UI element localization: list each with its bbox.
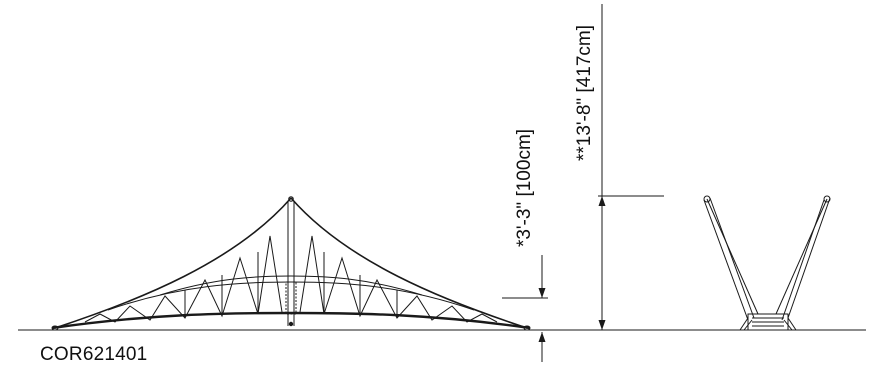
dimension-label-100cm: *3'-3" [100cm] [514, 129, 535, 247]
mast-climbing-section [285, 281, 297, 315]
left-zigzag [84, 235, 283, 323]
base-rope [51, 311, 531, 330]
mast-top-cap [288, 196, 294, 202]
right-zigzag [299, 235, 498, 323]
middle-arc-rope-2 [159, 275, 423, 296]
front-elevation [51, 196, 531, 331]
side-elevation [703, 195, 831, 331]
dimension-label-417cm: **13'-8" [417cm] [574, 25, 595, 161]
mast-base [288, 321, 294, 327]
product-code: COR621401 [40, 344, 148, 365]
left-edge-cable [54, 197, 292, 329]
left-anchor [51, 325, 59, 331]
dimension-417cm: **13'-8" [417cm] [574, 4, 664, 330]
right-anchor [523, 325, 531, 331]
dimension-100cm: *3'-3" [100cm] [502, 129, 548, 362]
right-edge-cable [290, 197, 528, 329]
